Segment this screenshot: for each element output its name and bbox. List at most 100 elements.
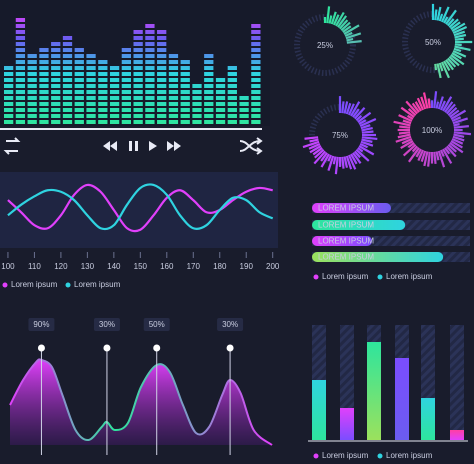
rewind-icon[interactable] <box>103 141 117 151</box>
bar <box>312 380 326 440</box>
equalizer-segment <box>157 42 167 46</box>
equalizer-segment <box>15 108 26 112</box>
radial-spike <box>350 153 358 165</box>
equalizer-segment <box>98 78 108 82</box>
equalizer-segment <box>121 66 131 70</box>
equalizer-segment <box>121 78 131 82</box>
radial-spike <box>417 149 425 162</box>
equalizer-segment <box>62 54 73 58</box>
radial-spike <box>361 138 373 143</box>
equalizer-segment <box>15 96 26 100</box>
equalizer-segment <box>204 96 214 100</box>
radial-spike <box>360 140 374 147</box>
equalizer-segment <box>74 78 84 82</box>
radial-spike <box>359 142 368 149</box>
equalizer-segment <box>27 114 37 118</box>
equalizer-segment <box>74 96 84 100</box>
equalizer-segment <box>180 120 190 124</box>
equalizer-segment <box>121 108 131 112</box>
marker-box <box>93 318 120 331</box>
equalizer-segment <box>51 48 61 52</box>
radial-spike <box>448 55 460 67</box>
shuffle-icon[interactable] <box>239 137 263 155</box>
forward-icon[interactable] <box>167 141 181 151</box>
radial-spike <box>446 18 455 27</box>
equalizer-segment <box>215 78 226 82</box>
equalizer-segment <box>15 102 26 106</box>
equalizer-segment <box>62 84 73 88</box>
equalizer-segment <box>109 90 120 94</box>
radial-spike <box>320 153 330 168</box>
legend-label: Lorem ipsum <box>386 272 433 281</box>
equalizer-segment <box>180 72 190 76</box>
equalizer-segment <box>192 108 202 112</box>
equalizer-column <box>133 30 143 124</box>
radial-spike <box>359 118 377 128</box>
radial-spike <box>438 62 444 72</box>
equalizer-segment <box>27 72 37 76</box>
equalizer-segment <box>133 96 143 100</box>
equalizer-segment <box>15 54 26 58</box>
equalizer-segment <box>27 84 37 88</box>
equalizer-segment <box>227 120 237 124</box>
pause-icon[interactable] <box>129 141 132 151</box>
equalizer-segment <box>86 108 96 112</box>
equalizer-segment <box>121 120 131 124</box>
radial-spike <box>447 143 457 153</box>
x-tick-label: 200 <box>266 262 280 271</box>
equalizer-segment <box>251 24 261 28</box>
equalizer-segment <box>4 96 14 100</box>
equalizer-segment <box>157 108 167 112</box>
equalizer-segment <box>4 66 14 70</box>
marker-box <box>143 318 170 331</box>
radial-spike <box>433 151 437 164</box>
equalizer-segment <box>145 30 155 34</box>
equalizer-segment <box>145 48 155 52</box>
equalizer-segment <box>133 48 143 52</box>
equalizer-segment <box>251 102 261 106</box>
pause-icon[interactable] <box>135 141 138 151</box>
equalizer-segment <box>51 72 61 76</box>
equalizer-segment <box>204 54 214 58</box>
radial-spike <box>335 11 345 27</box>
radial-spike <box>337 15 348 28</box>
equalizer-segment <box>98 72 108 76</box>
equalizer-segment <box>15 114 26 118</box>
equalizer-segment <box>27 90 37 94</box>
equalizer-segment <box>4 108 14 112</box>
radial-spike <box>436 6 442 21</box>
radial-spike <box>411 102 420 113</box>
radial-spike <box>450 140 463 149</box>
equalizer-segment <box>192 114 202 118</box>
equalizer-segment <box>39 114 49 118</box>
radial-spike <box>450 109 467 120</box>
equalizer-segment <box>204 66 214 70</box>
equalizer-segment <box>121 114 131 118</box>
equalizer-segment <box>157 60 167 64</box>
equalizer-segment <box>204 84 214 88</box>
equalizer-segment <box>109 120 120 124</box>
x-tick-label: 180 <box>213 262 227 271</box>
equalizer-segment <box>157 90 167 94</box>
bar-track <box>450 325 464 440</box>
radial-spike <box>402 119 412 125</box>
repeat-icon[interactable] <box>3 137 21 155</box>
equalizer-segment <box>51 84 61 88</box>
equalizer-segment <box>86 120 96 124</box>
equalizer-segment <box>39 90 49 94</box>
equalizer-segment <box>62 60 73 64</box>
radial-label: 25% <box>317 41 333 50</box>
equalizer-column <box>145 24 155 124</box>
equalizer-segment <box>109 78 120 82</box>
equalizer-segment <box>133 66 143 70</box>
radial-spike <box>345 155 353 170</box>
play-icon[interactable] <box>149 141 157 151</box>
equalizer-segment <box>39 96 49 100</box>
equalizer-segment <box>98 84 108 88</box>
equalizer-segment <box>62 78 73 82</box>
progress-bar <box>312 236 373 246</box>
equalizer-segment <box>180 84 190 88</box>
equalizer-column <box>15 18 26 124</box>
equalizer-segment <box>133 84 143 88</box>
equalizer-segment <box>145 42 155 46</box>
